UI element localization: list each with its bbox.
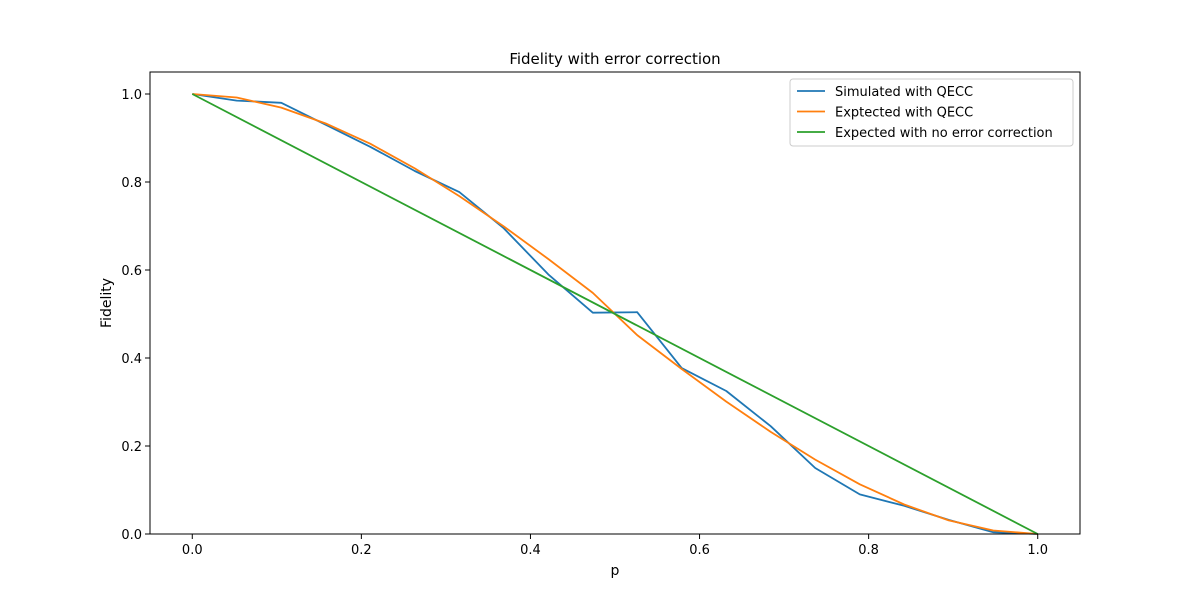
legend-label-3: Expected with no error correction	[835, 126, 1053, 141]
y-axis-label: Fidelity	[99, 278, 115, 328]
legend-label-2: Exptected with QECC	[835, 106, 973, 121]
legend-box	[789, 78, 1074, 147]
y-axis-ticks: 0.0 0.2 0.4 0.6 0.8 1.0	[121, 88, 150, 543]
y-tick-label: 0.0	[121, 528, 142, 543]
plot-area	[149, 71, 1081, 535]
x-axis-ticks: 0.0 0.2 0.4 0.6 0.8 1.0	[182, 534, 1048, 558]
y-tick-label: 0.2	[121, 440, 142, 455]
axes-frame	[149, 71, 1081, 535]
legend-label-1: Simulated with QECC	[835, 85, 973, 100]
legend: Simulated with QECC Exptected with QECC Ex…	[789, 78, 1074, 147]
x-tick-label: 0.6	[689, 543, 710, 558]
y-tick-label: 0.4	[121, 352, 142, 367]
x-tick-label: 0.4	[520, 543, 541, 558]
chart-title: Fidelity with error correction	[509, 50, 720, 68]
y-tick-label: 0.8	[121, 176, 142, 191]
y-tick-label: 0.6	[121, 264, 142, 279]
x-tick-label: 1.0	[1027, 543, 1048, 558]
series-line-1	[192, 93, 1038, 535]
x-tick-label: 0.2	[351, 543, 372, 558]
series-line-3	[191, 93, 1039, 535]
x-axis-label: p	[611, 563, 620, 579]
x-tick-label: 0.8	[858, 543, 879, 558]
series-layer	[191, 93, 1039, 535]
x-tick-label: 0.0	[182, 543, 203, 558]
y-tick-label: 1.0	[121, 88, 142, 103]
